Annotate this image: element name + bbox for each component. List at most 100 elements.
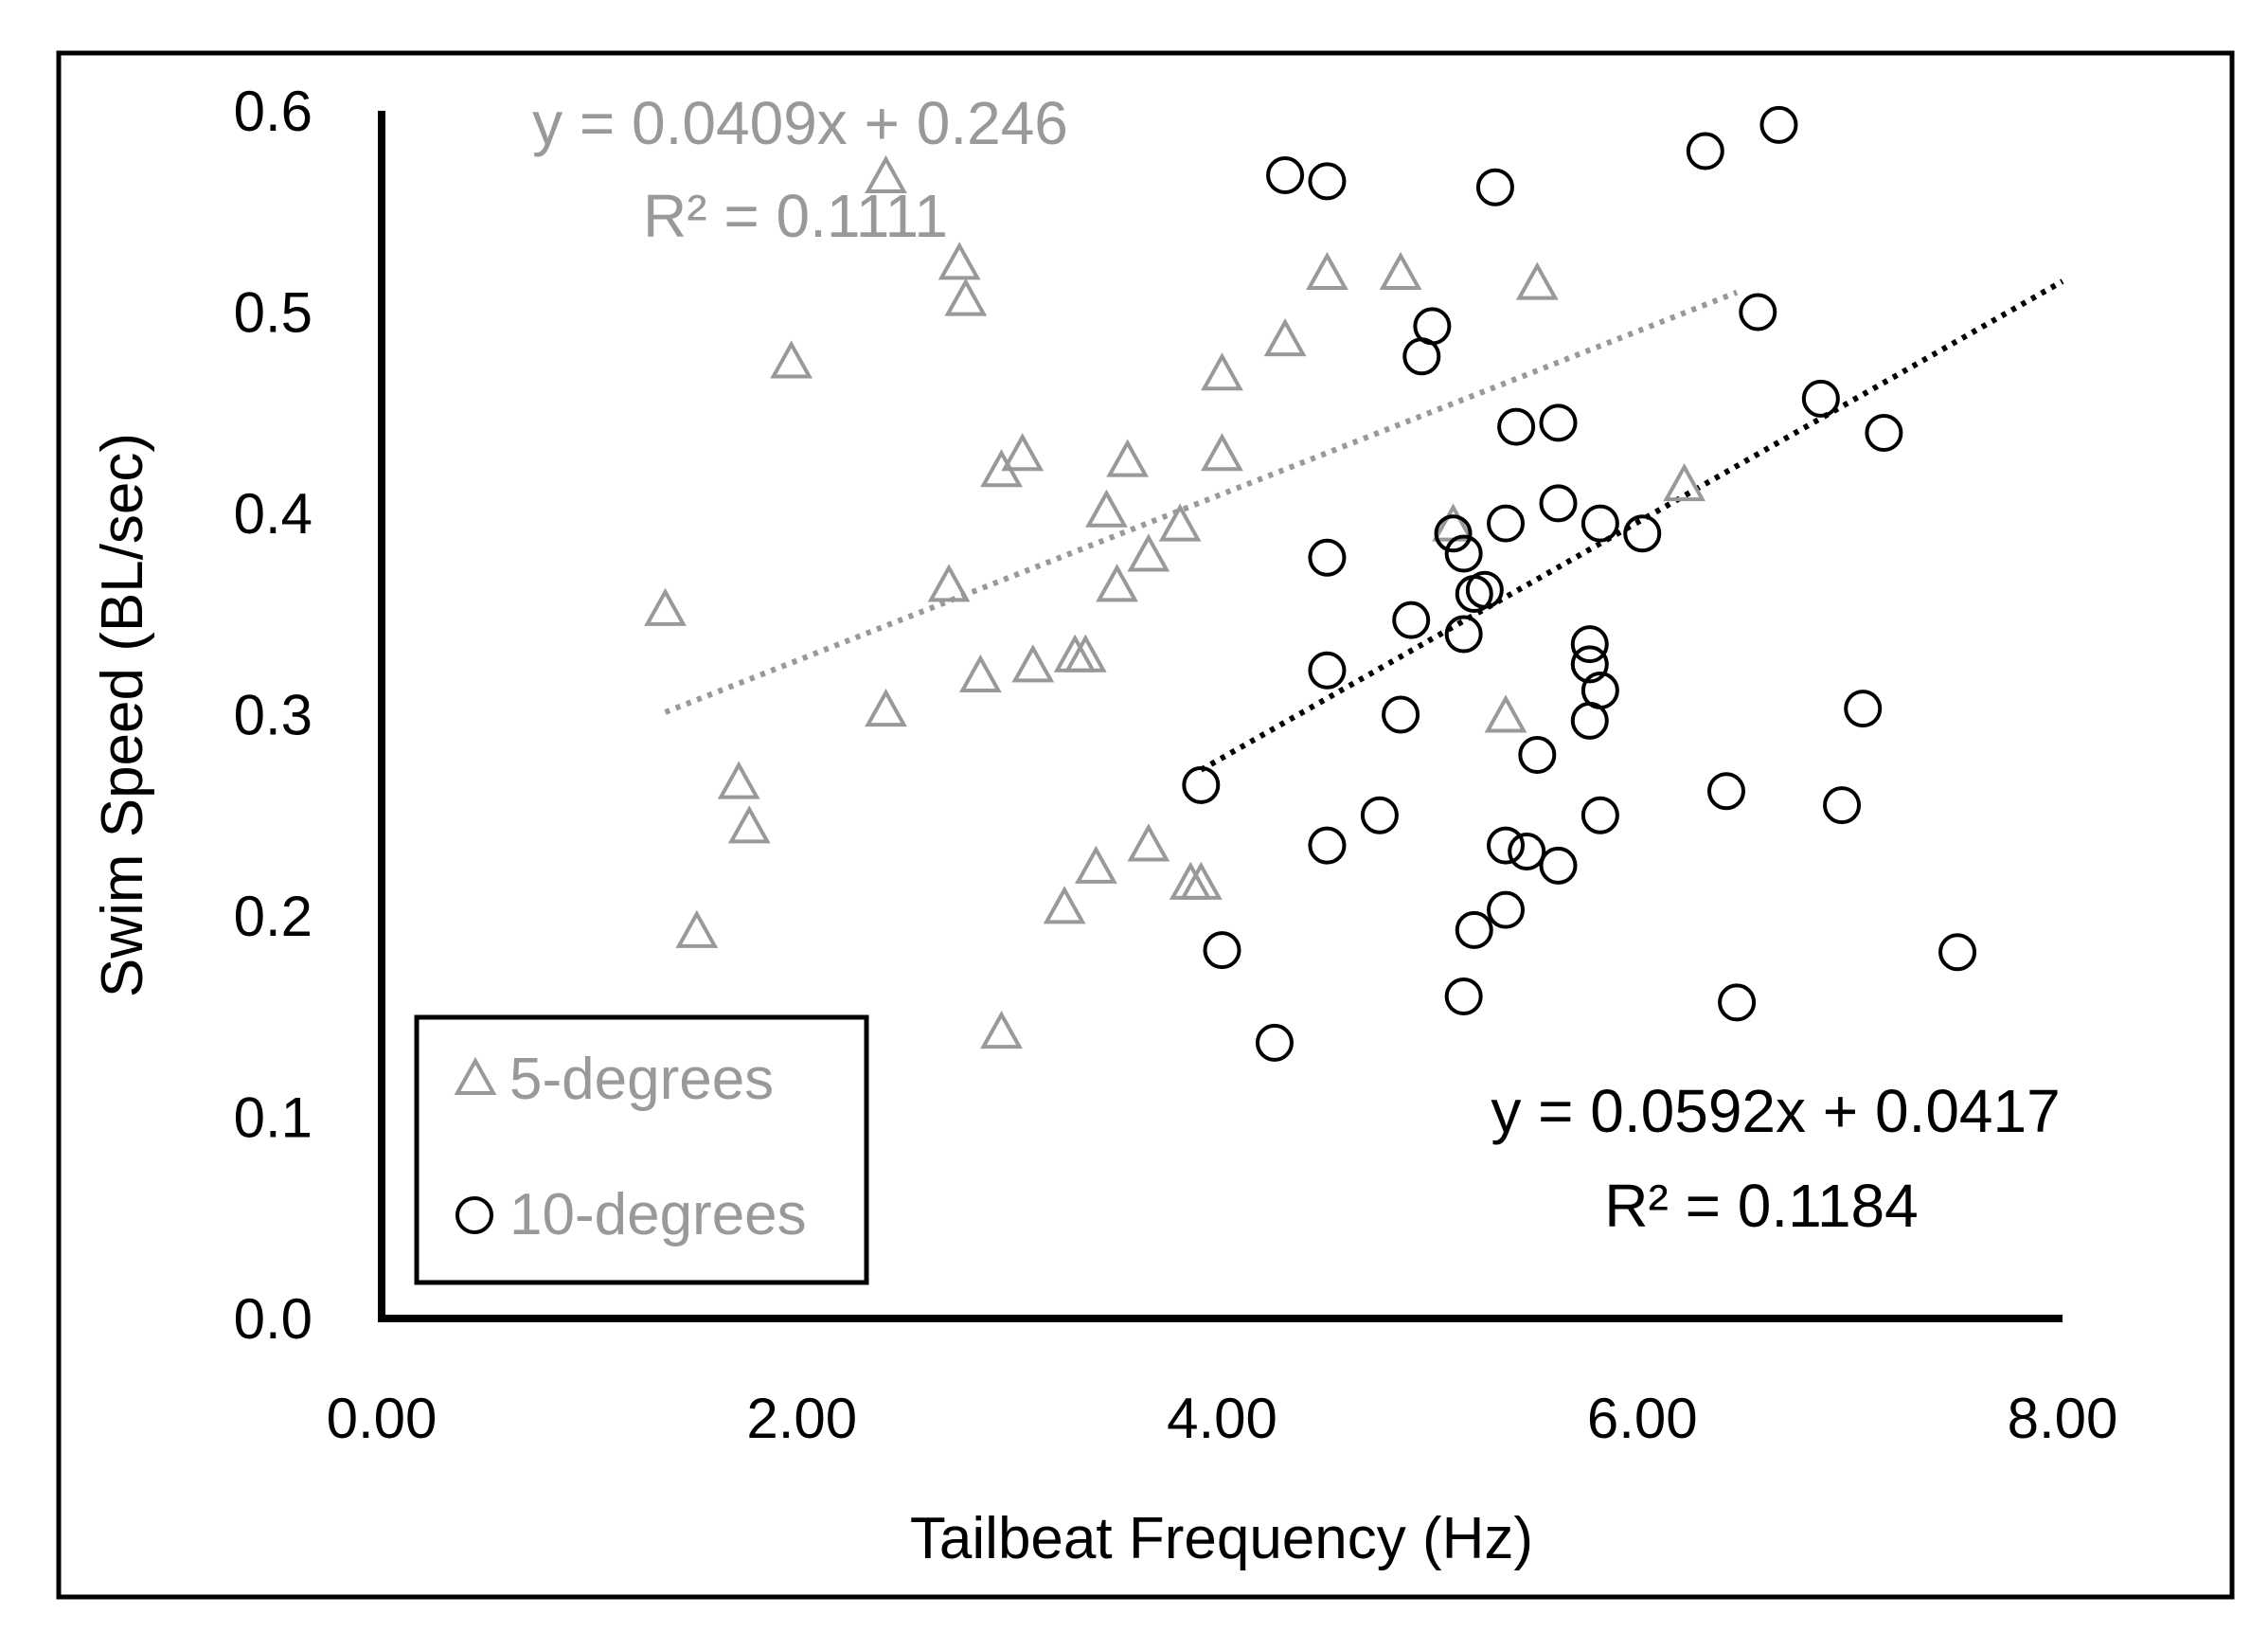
y-tick-label: 0.0 (234, 1287, 313, 1351)
y-tick-label: 0.5 (234, 281, 313, 345)
data-point-triangle (980, 449, 1023, 488)
data-point-circle (1570, 625, 1609, 664)
data-point-circle (1308, 538, 1347, 577)
data-point-circle (1718, 983, 1757, 1022)
data-point-circle (1487, 504, 1526, 543)
data-point-circle (1360, 796, 1399, 834)
data-point-circle (1759, 105, 1798, 144)
data-point-triangle (865, 689, 907, 727)
y-tick-label: 0.4 (234, 482, 313, 546)
data-point-circle (1539, 846, 1578, 885)
data-point-circle (1823, 786, 1862, 825)
trendline-equation-5deg: y = 0.0409x + 0.246 (532, 89, 1068, 157)
data-point-circle (1518, 736, 1557, 774)
data-point-triangle (1043, 886, 1086, 924)
data-point-triangle (1096, 564, 1138, 602)
data-point-circle (1308, 826, 1347, 865)
data-point-circle (1203, 931, 1241, 970)
data-point-circle (1266, 156, 1305, 194)
y-tick-label: 0.6 (234, 80, 313, 143)
data-point-circle (1570, 701, 1609, 740)
data-point-circle (1844, 690, 1883, 728)
data-point-circle (1444, 534, 1483, 573)
data-point-triangle (1379, 251, 1422, 290)
data-point-circle (1182, 765, 1221, 804)
data-point-triangle (938, 242, 981, 280)
x-tick-label: 0.00 (327, 1387, 438, 1450)
data-point-circle (1580, 504, 1619, 543)
data-point-triangle (1201, 433, 1243, 472)
legend-box (414, 1014, 869, 1285)
y-tick-label: 0.3 (234, 684, 313, 747)
data-point-triangle (1127, 823, 1170, 862)
data-point-triangle (675, 909, 719, 948)
data-point-triangle (1663, 463, 1706, 502)
data-point-triangle (1127, 533, 1170, 572)
tick-labels: 0.00 2.00 4.00 6.00 8.00 0.0 0.1 0.2 0.3 0.4 0.5 0.… (234, 80, 2118, 1450)
data-point-circle (1487, 826, 1526, 865)
y-tick-label: 0.1 (234, 1086, 313, 1150)
data-point-circle (1539, 484, 1578, 523)
data-point-circle (1707, 772, 1745, 811)
legend-label-5deg: 5-degrees (509, 1047, 774, 1112)
data-point-triangle (958, 654, 1002, 692)
trendline-r2-10deg: R² = 0.1184 (1604, 1172, 1918, 1240)
data-point-triangle (1263, 318, 1307, 357)
data-point-circle (1497, 407, 1536, 446)
data-point-triangle (644, 587, 687, 626)
data-point-circle (1308, 162, 1347, 201)
data-point-circle (1455, 910, 1493, 949)
legend-triangle-icon (454, 1056, 497, 1095)
data-point-triangle (1001, 433, 1045, 472)
data-point-triangle (865, 154, 907, 193)
trendline-5deg (664, 289, 1739, 715)
data-point-triangle (1515, 261, 1559, 300)
data-point-circle (1623, 514, 1662, 553)
data-point-triangle (1053, 634, 1097, 673)
data-point-circle (1487, 890, 1526, 929)
data-point-circle (1382, 695, 1420, 734)
data-point-triangle (727, 805, 771, 844)
data-point-circle (1580, 796, 1619, 834)
data-point-circle (1739, 293, 1777, 332)
data-point-triangle (1201, 352, 1243, 391)
chart-frame (56, 50, 2235, 1600)
data-point-triangle (1074, 845, 1117, 884)
data-point-triangle (1158, 503, 1202, 542)
data-point-circle (1865, 414, 1903, 452)
data-point-circle (1308, 651, 1347, 690)
data-point-triangle (1085, 489, 1128, 528)
data-point-circle (1539, 404, 1578, 442)
data-point-circle (1392, 601, 1431, 639)
y-axis-title: Swim Speed (BL/sec) (90, 433, 155, 997)
data-point-triangle (1306, 251, 1348, 290)
y-tick-label: 0.2 (234, 885, 313, 948)
data-point-triangle (1179, 861, 1223, 900)
data-point-circle (1801, 379, 1840, 418)
trendline-r2-5deg: R² = 0.1111 (643, 182, 948, 250)
x-tick-label: 8.00 (2008, 1387, 2118, 1450)
data-point-circle (1402, 337, 1441, 376)
legend: 5-degrees 10-degrees (414, 1014, 869, 1285)
data-points (644, 105, 1977, 1062)
data-point-triangle (1106, 439, 1150, 477)
x-axis-title: Tailbeat Frequency (Hz) (910, 1506, 1533, 1571)
trendline-equation-10deg: y = 0.0592x + 0.0417 (1491, 1077, 2060, 1145)
data-point-circle (1444, 977, 1483, 1015)
data-point-triangle (717, 761, 760, 799)
x-tick-label: 2.00 (746, 1387, 857, 1450)
data-point-triangle (944, 278, 988, 316)
data-point-circle (1465, 570, 1504, 609)
data-point-circle (1938, 933, 1977, 972)
data-point-circle (1475, 168, 1514, 206)
data-point-circle (1444, 615, 1483, 654)
data-point-circle (1508, 833, 1546, 870)
data-point-triangle (1011, 644, 1055, 683)
x-tick-label: 6.00 (1587, 1387, 1698, 1450)
legend-circle-icon (455, 1196, 493, 1234)
data-point-circle (1570, 645, 1609, 684)
data-point-circle (1434, 514, 1473, 553)
x-tick-label: 4.00 (1167, 1387, 1277, 1450)
data-point-circle (1255, 1023, 1294, 1062)
